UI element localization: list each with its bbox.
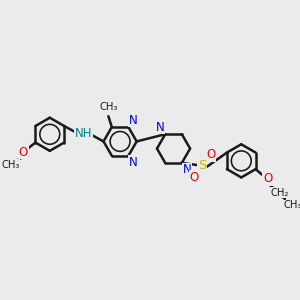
Text: CH₃: CH₃ [99, 102, 118, 112]
Text: O: O [263, 172, 272, 185]
Text: N: N [182, 164, 191, 176]
Text: CH₃: CH₃ [284, 200, 300, 210]
Text: N: N [156, 121, 165, 134]
Text: O: O [19, 146, 28, 159]
Text: S: S [198, 159, 207, 172]
Text: N: N [129, 156, 137, 169]
Text: CH₂: CH₂ [270, 188, 289, 198]
Text: O: O [190, 171, 199, 184]
Text: O: O [206, 148, 216, 161]
Text: NH: NH [75, 127, 93, 140]
Text: CH₃: CH₃ [1, 160, 20, 170]
Text: N: N [129, 114, 137, 127]
